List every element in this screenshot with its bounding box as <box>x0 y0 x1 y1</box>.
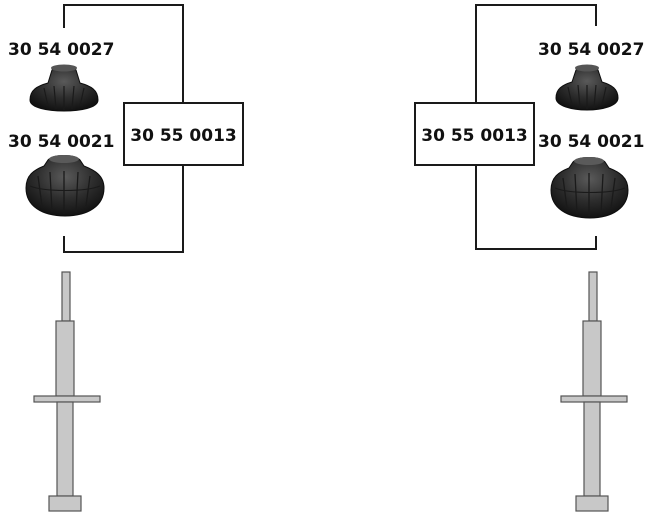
right-top-part-number: 30 54 0027 <box>538 40 644 60</box>
left-top-part-number: 30 54 0027 <box>8 40 114 60</box>
right-kit-bracket <box>475 4 597 250</box>
right-bottom-part-number: 30 54 0021 <box>538 132 644 152</box>
left-large-bump-stop-image <box>25 155 105 217</box>
right-kit-part-number: 30 55 0013 <box>421 126 527 146</box>
left-small-bump-stop-image <box>29 64 99 112</box>
left-kit-box <box>123 102 244 166</box>
right-assembly: 30 55 0013 30 54 0027 30 54 0021 <box>414 4 644 512</box>
right-kit-box <box>414 102 535 166</box>
left-shock-absorber <box>33 271 101 512</box>
right-small-bump-stop-image <box>555 64 619 111</box>
right-shock-absorber <box>560 271 628 512</box>
left-kit-bracket <box>63 4 184 253</box>
left-kit-part-number: 30 55 0013 <box>130 126 236 146</box>
right-large-bump-stop-image <box>550 157 629 219</box>
left-assembly: 30 55 0013 30 54 0027 30 54 0021 <box>8 4 244 512</box>
left-bottom-part-number: 30 54 0021 <box>8 132 114 152</box>
